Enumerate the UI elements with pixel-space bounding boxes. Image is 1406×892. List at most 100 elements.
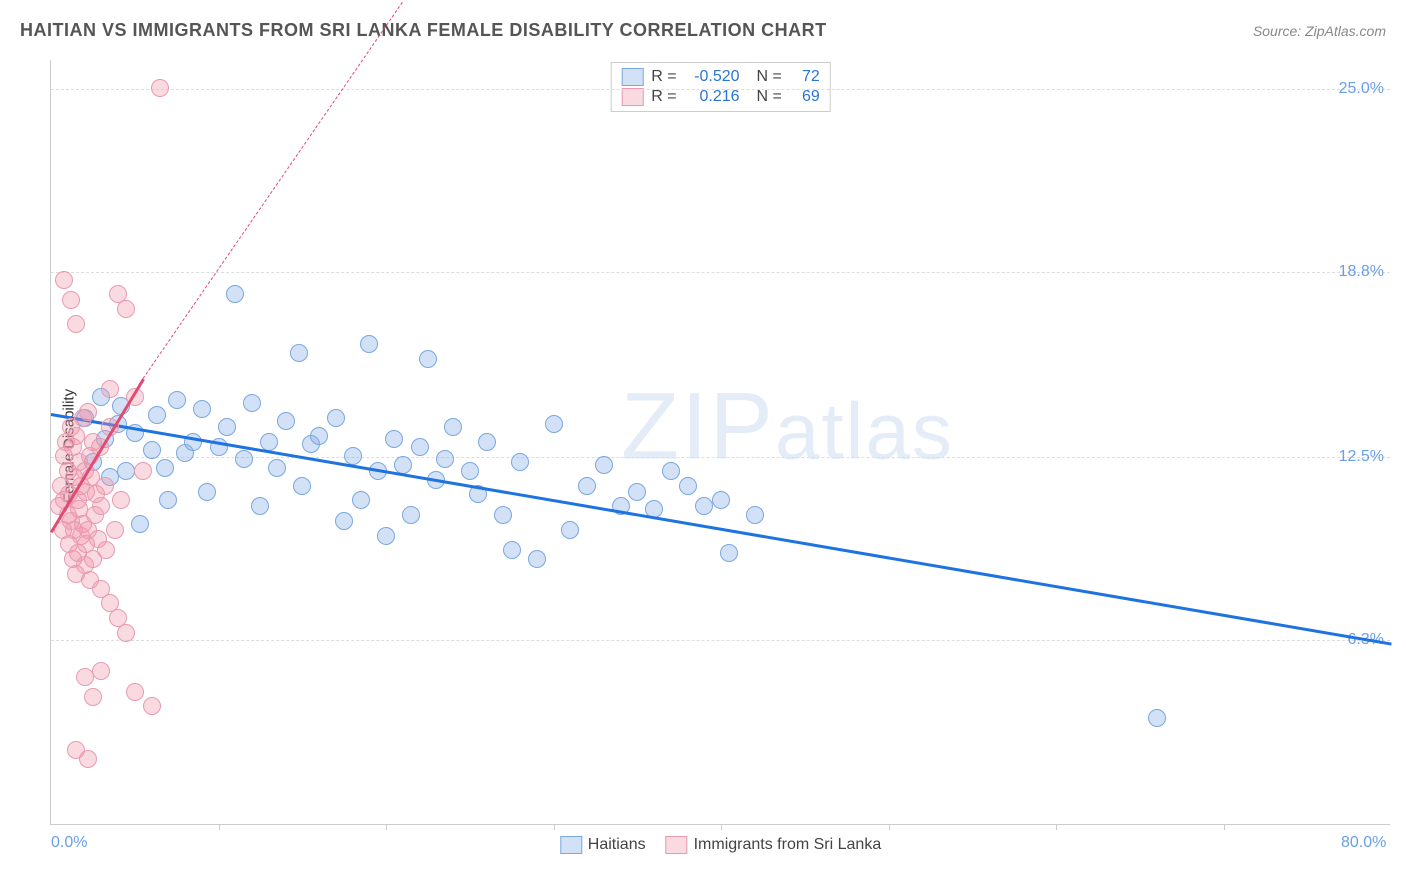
- data-point: [277, 412, 295, 430]
- data-point: [327, 409, 345, 427]
- legend-n-value: 69: [790, 88, 820, 106]
- source-label: Source: ZipAtlas.com: [1253, 23, 1386, 39]
- trend-line: [51, 413, 1391, 645]
- x-tick: [1224, 824, 1225, 830]
- data-point: [117, 624, 135, 642]
- data-point: [478, 433, 496, 451]
- data-point: [712, 491, 730, 509]
- data-point: [106, 521, 124, 539]
- data-point: [126, 683, 144, 701]
- data-point: [293, 477, 311, 495]
- y-tick-label: 12.5%: [1339, 448, 1384, 466]
- data-point: [143, 441, 161, 459]
- data-point: [92, 662, 110, 680]
- data-point: [511, 453, 529, 471]
- gridline: [51, 640, 1390, 641]
- data-point: [79, 750, 97, 768]
- data-point: [679, 477, 697, 495]
- data-point: [628, 483, 646, 501]
- data-point: [662, 462, 680, 480]
- legend-swatch: [621, 68, 643, 86]
- x-tick: [219, 824, 220, 830]
- data-point: [55, 271, 73, 289]
- data-point: [218, 418, 236, 436]
- data-point: [92, 497, 110, 515]
- legend-item: Immigrants from Sri Lanka: [666, 836, 882, 854]
- data-point: [344, 447, 362, 465]
- data-point: [79, 403, 97, 421]
- data-point: [148, 406, 166, 424]
- data-point: [461, 462, 479, 480]
- data-point: [444, 418, 462, 436]
- data-point: [134, 462, 152, 480]
- data-point: [335, 512, 353, 530]
- data-point: [545, 415, 563, 433]
- legend-series-name: Haitians: [588, 836, 646, 854]
- data-point: [84, 688, 102, 706]
- data-point: [528, 550, 546, 568]
- data-point: [260, 433, 278, 451]
- x-tick: [1056, 824, 1057, 830]
- data-point: [352, 491, 370, 509]
- x-axis-label: 0.0%: [51, 834, 87, 852]
- gridline: [51, 89, 1390, 90]
- data-point: [503, 541, 521, 559]
- data-point: [385, 430, 403, 448]
- legend-item: Haitians: [560, 836, 646, 854]
- data-point: [411, 438, 429, 456]
- data-point: [159, 491, 177, 509]
- data-point: [112, 491, 130, 509]
- data-point: [419, 350, 437, 368]
- data-point: [143, 697, 161, 715]
- x-tick: [889, 824, 890, 830]
- correlation-legend: R = -0.520 N = 72R = 0.216 N = 69: [610, 62, 831, 112]
- legend-swatch: [560, 836, 582, 854]
- legend-n-label: N =: [748, 68, 782, 86]
- data-point: [117, 462, 135, 480]
- data-point: [720, 544, 738, 562]
- legend-r-value: -0.520: [685, 68, 740, 86]
- legend-row: R = -0.520 N = 72: [621, 67, 820, 87]
- data-point: [595, 456, 613, 474]
- data-point: [96, 477, 114, 495]
- x-tick: [554, 824, 555, 830]
- data-point: [561, 521, 579, 539]
- legend-r-label: R =: [651, 68, 676, 86]
- legend-r-value: 0.216: [685, 88, 740, 106]
- data-point: [436, 450, 454, 468]
- legend-swatch: [621, 88, 643, 106]
- legend-swatch: [666, 836, 688, 854]
- data-point: [746, 506, 764, 524]
- data-point: [377, 527, 395, 545]
- x-axis-label: 80.0%: [1341, 834, 1386, 852]
- data-point: [67, 315, 85, 333]
- data-point: [62, 291, 80, 309]
- legend-r-label: R =: [651, 88, 676, 106]
- data-point: [251, 497, 269, 515]
- x-tick: [721, 824, 722, 830]
- data-point: [226, 285, 244, 303]
- data-point: [184, 433, 202, 451]
- legend-n-label: N =: [748, 88, 782, 106]
- data-point: [76, 668, 94, 686]
- trend-line-dashed: [143, 1, 403, 378]
- data-point: [198, 483, 216, 501]
- data-point: [290, 344, 308, 362]
- gridline: [51, 272, 1390, 273]
- data-point: [168, 391, 186, 409]
- data-point: [494, 506, 512, 524]
- legend-n-value: 72: [790, 68, 820, 86]
- data-point: [117, 300, 135, 318]
- series-legend: Haitians Immigrants from Sri Lanka: [560, 836, 881, 854]
- data-point: [131, 515, 149, 533]
- data-point: [360, 335, 378, 353]
- data-point: [151, 79, 169, 97]
- legend-series-name: Immigrants from Sri Lanka: [694, 836, 882, 854]
- chart-plot-area: ZIPatlas R = -0.520 N = 72R = 0.216 N = …: [50, 60, 1390, 825]
- data-point: [695, 497, 713, 515]
- data-point: [268, 459, 286, 477]
- y-tick-label: 25.0%: [1339, 80, 1384, 98]
- data-point: [402, 506, 420, 524]
- data-point: [101, 380, 119, 398]
- data-point: [235, 450, 253, 468]
